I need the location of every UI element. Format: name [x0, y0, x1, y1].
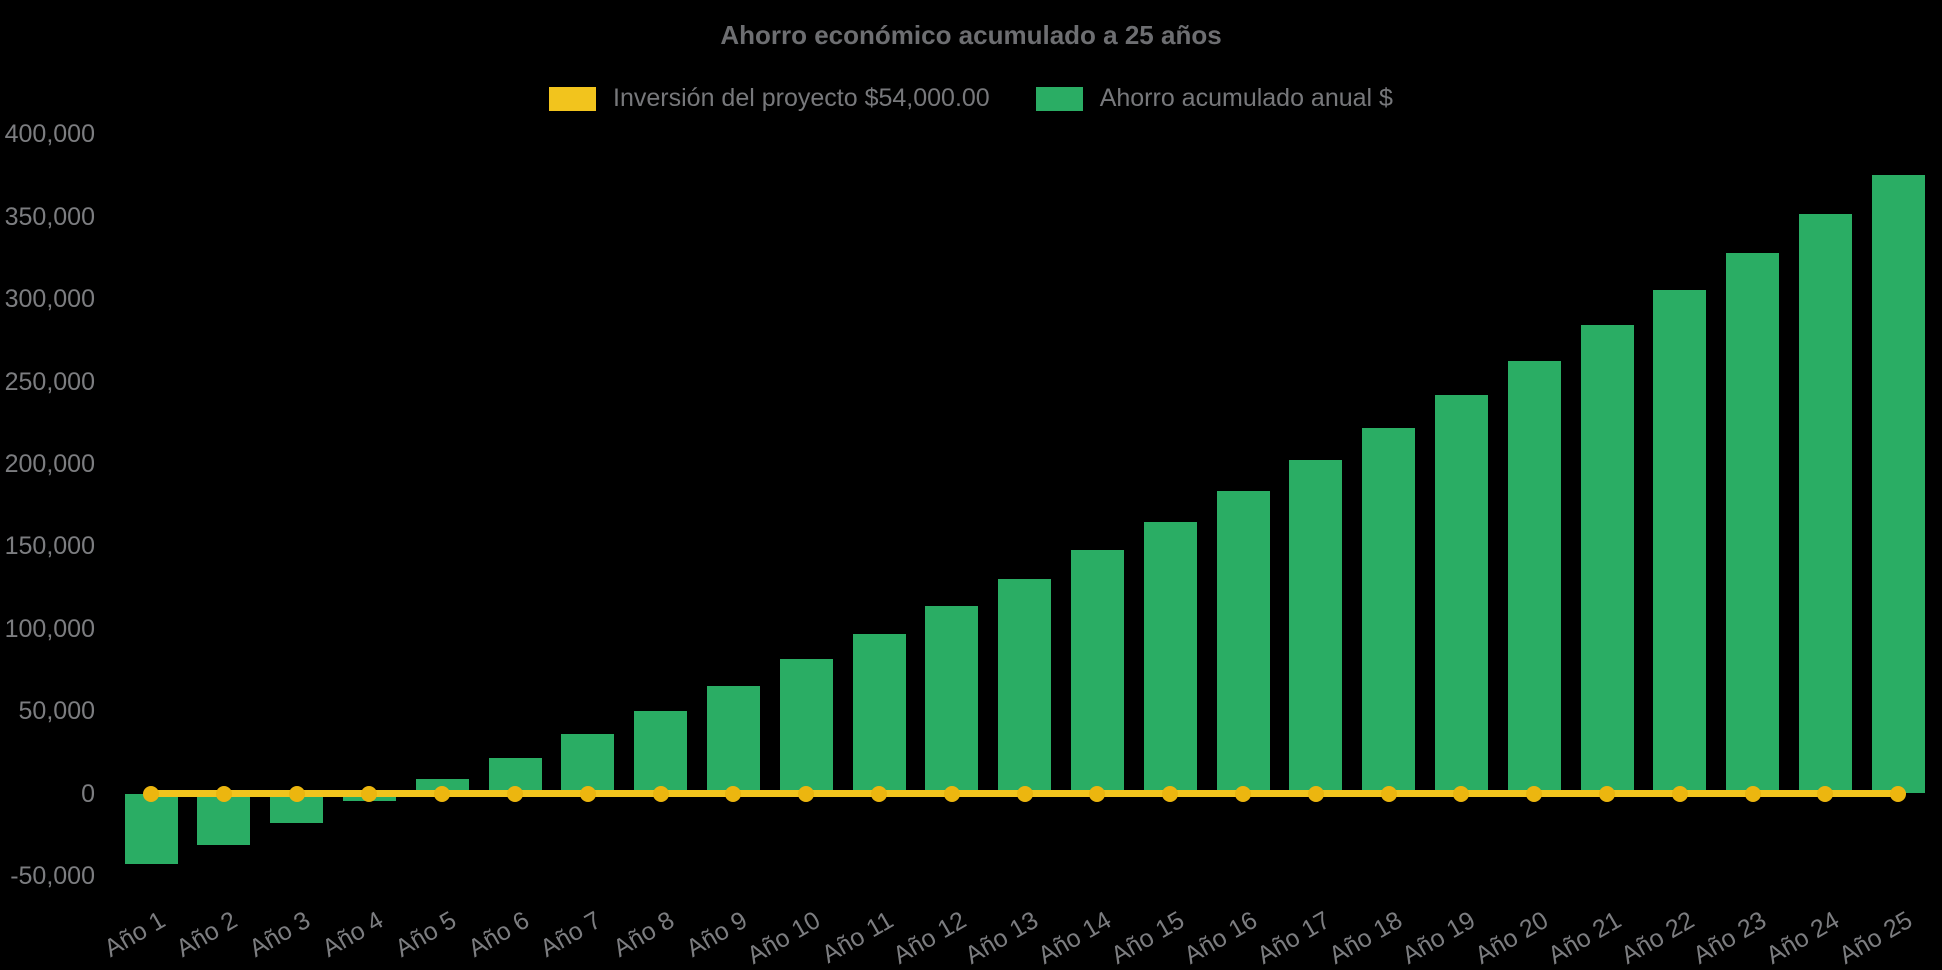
x-axis-label: Año 5 [390, 905, 461, 963]
investment-line-point [1235, 785, 1251, 802]
y-tick-label: 400,000 [4, 120, 95, 149]
bar-ano-12 [925, 606, 979, 794]
legend-item-investment: Inversión del proyecto $54,000.00 [549, 84, 990, 113]
investment-legend-swatch [549, 86, 597, 111]
bar-ano-18 [1362, 427, 1416, 794]
x-axis-label: Año 14 [1033, 905, 1117, 970]
x-axis-label: Año 9 [681, 905, 753, 963]
investment-line-point [1526, 785, 1543, 802]
bar-ano-2 [197, 793, 251, 846]
x-axis-label: Año 13 [960, 905, 1044, 970]
investment-line-point [798, 785, 815, 802]
investment-line-point [1599, 785, 1615, 802]
investment-line-point [1307, 785, 1324, 802]
x-axis-label: Año 10 [742, 905, 825, 970]
investment-line-point [652, 785, 669, 802]
y-tick-label: 250,000 [4, 367, 95, 396]
bar-ano-24 [1798, 214, 1852, 794]
savings-legend-swatch [1035, 86, 1083, 111]
bar-ano-14 [1070, 550, 1124, 794]
y-tick-label: -50,000 [10, 861, 95, 890]
x-axis-label: Año 15 [1106, 905, 1189, 970]
x-axis-label: Año 18 [1324, 905, 1408, 970]
x-axis-label: Año 1 [99, 905, 170, 963]
investment-line-point [1162, 785, 1179, 802]
investment-line-point [507, 785, 523, 802]
y-tick-label: 300,000 [4, 285, 95, 314]
investment-line-point [143, 785, 159, 802]
bar-ano-10 [779, 659, 833, 794]
x-axis-label: Año 23 [1688, 905, 1772, 970]
bar-ano-17 [1289, 459, 1343, 794]
x-axis-label: Año 17 [1251, 905, 1335, 970]
x-axis-label: Año 7 [535, 905, 607, 963]
bar-ano-11 [852, 633, 906, 794]
investment-line-point [871, 785, 887, 802]
x-axis-label: Año 19 [1397, 905, 1481, 970]
investment-line-point [1380, 785, 1397, 802]
investment-line-point [1671, 785, 1688, 802]
x-axis-label: Año 12 [887, 905, 971, 970]
legend-item-savings: Ahorro acumulado anual $ [1035, 84, 1393, 113]
investment-legend-label: Inversión del proyecto $54,000.00 [613, 84, 990, 112]
bar-ano-20 [1507, 360, 1561, 794]
investment-line-point [361, 785, 378, 802]
investment-line-point [1890, 785, 1907, 802]
investment-line-point [1016, 785, 1033, 802]
x-axis-label: Año 25 [1834, 905, 1917, 970]
y-tick-label: 150,000 [4, 532, 95, 561]
investment-line-point [1817, 785, 1834, 802]
x-axis-label: Año 11 [816, 905, 898, 969]
y-tick-label: 0 [81, 779, 95, 808]
bar-ano-22 [1653, 290, 1707, 794]
bar-ano-21 [1580, 325, 1634, 794]
legend: Inversión del proyecto $54,000.00 Ahorro… [0, 84, 1942, 113]
bar-ano-7 [561, 734, 615, 794]
investment-line-point [1089, 785, 1106, 802]
x-axis-label: Año 24 [1761, 905, 1845, 970]
x-axis-label: Año 21 [1543, 905, 1626, 970]
bar-ano-19 [1434, 394, 1488, 794]
x-axis-label: Año 2 [171, 905, 243, 963]
y-tick-label: 200,000 [4, 449, 95, 478]
investment-line-point [1453, 785, 1470, 802]
investment-line-point [288, 785, 305, 802]
y-tick-label: 100,000 [4, 614, 95, 643]
x-axis-label: Año 16 [1179, 905, 1262, 970]
x-axis-label: Año 20 [1470, 905, 1553, 970]
savings-legend-label: Ahorro acumulado anual $ [1099, 84, 1393, 112]
x-axis-label: Año 6 [463, 905, 534, 963]
bar-ano-8 [634, 711, 688, 794]
bar-ano-25 [1871, 174, 1925, 794]
bar-ano-1 [124, 793, 178, 865]
bar-ano-15 [1143, 521, 1197, 794]
bar-ano-16 [1216, 491, 1270, 794]
x-axis-label: Año 4 [317, 905, 389, 963]
y-tick-label: 350,000 [4, 202, 95, 231]
bar-ano-23 [1726, 252, 1780, 794]
x-axis-label: Año 8 [608, 905, 680, 963]
bar-ano-13 [998, 579, 1052, 794]
investment-line-point [943, 785, 960, 802]
investment-line-point [579, 785, 596, 802]
investment-line-point [215, 785, 232, 802]
bar-ano-9 [706, 685, 760, 794]
investment-line-point [725, 785, 742, 802]
investment-line-point [434, 785, 451, 802]
x-axis-label: Año 22 [1615, 905, 1699, 970]
x-axis-label: Año 3 [244, 905, 316, 963]
investment-line-point [1744, 785, 1761, 802]
y-tick-label: 50,000 [18, 697, 95, 726]
chart-title: Ahorro económico acumulado a 25 años [720, 20, 1222, 50]
